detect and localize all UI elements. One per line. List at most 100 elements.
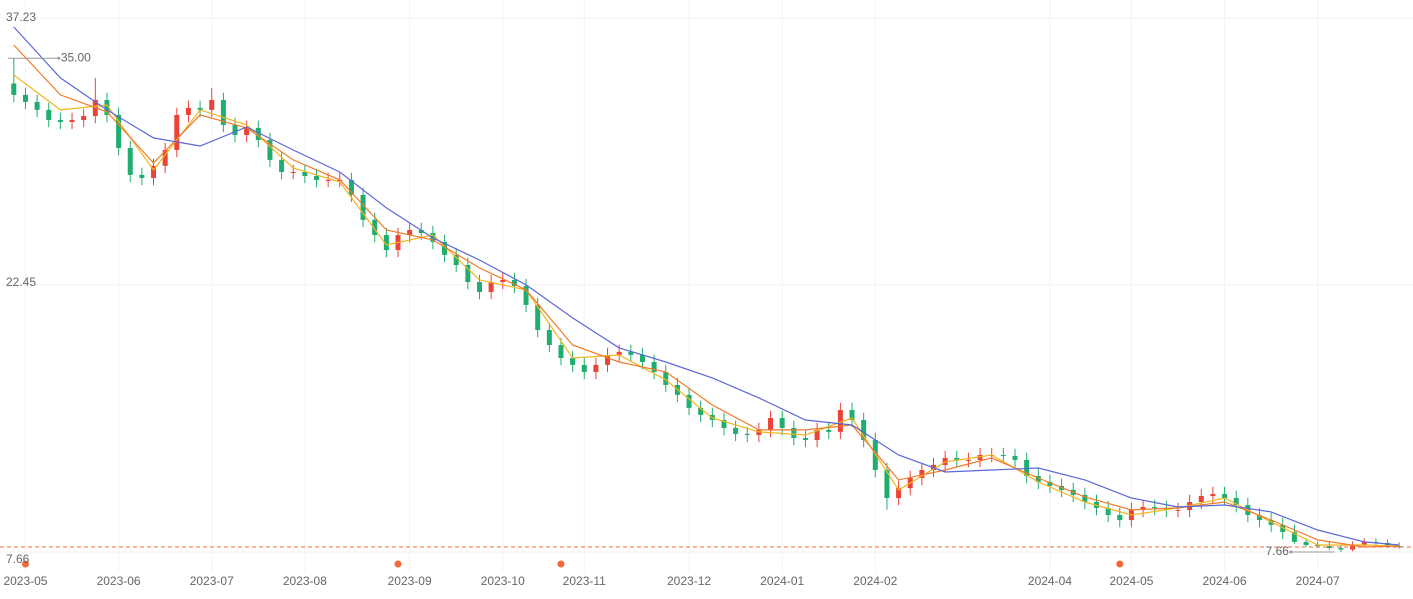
candle-body xyxy=(314,175,320,180)
candle-body xyxy=(1012,455,1018,460)
candle-body xyxy=(791,427,797,439)
candle-body xyxy=(1047,481,1053,486)
annotation-label: 7.66 xyxy=(1266,544,1290,558)
candle-body xyxy=(686,394,692,408)
x-tick-label: 2024-05 xyxy=(1109,574,1153,588)
candle-body xyxy=(500,280,506,282)
candle-body xyxy=(69,119,75,122)
candle-body xyxy=(826,429,832,432)
candle-body xyxy=(837,410,843,432)
annotation-dot xyxy=(57,56,61,60)
candle-body xyxy=(209,99,215,110)
candle-body xyxy=(651,362,657,372)
candle-body xyxy=(663,371,669,385)
candle-body xyxy=(290,171,296,173)
candle-body xyxy=(884,470,890,499)
candle-body xyxy=(162,149,168,166)
candle-body xyxy=(1233,498,1239,506)
x-tick-label: 2024-04 xyxy=(1028,574,1072,588)
candle-body xyxy=(919,470,925,478)
labels: 37.23 22.45 7.66 2023-05 2023-06 2023-07 2023-… xyxy=(3,10,1340,588)
candle-body xyxy=(954,457,960,460)
candle-body xyxy=(1152,507,1158,509)
candle-body xyxy=(511,280,517,286)
candle-body xyxy=(372,219,378,236)
ma-line xyxy=(13,26,1400,546)
candle-body xyxy=(383,235,389,251)
candle-body xyxy=(244,127,250,135)
candle-body xyxy=(220,99,226,125)
candle-body xyxy=(558,345,564,359)
candle-body xyxy=(104,99,110,115)
candle-body xyxy=(22,94,28,102)
candle-body xyxy=(488,281,494,292)
candle-body xyxy=(535,304,541,331)
x-tick-label: 2023-12 xyxy=(667,574,711,588)
candle-body xyxy=(1291,531,1297,542)
x-tick-label: 2024-02 xyxy=(853,574,897,588)
candle-body xyxy=(81,116,87,120)
y-tick-label: 37.23 xyxy=(6,10,36,24)
candle-body xyxy=(1035,475,1041,482)
candle-body xyxy=(302,171,308,176)
annotation-label: 35.00 xyxy=(61,50,91,64)
candle-body xyxy=(267,140,273,160)
candle-body xyxy=(174,114,180,150)
annotation-dot xyxy=(1289,550,1293,554)
event-marker xyxy=(21,560,29,568)
ma-line xyxy=(13,74,1400,547)
ma-line xyxy=(13,44,1400,548)
candle-body xyxy=(861,419,867,441)
marks xyxy=(0,26,1413,568)
x-tick-label: 2023-08 xyxy=(283,574,327,588)
x-tick-label: 2023-09 xyxy=(388,574,432,588)
x-tick-label: 2023-07 xyxy=(190,574,234,588)
candle-body xyxy=(453,254,459,266)
candle-body xyxy=(197,107,203,110)
x-tick-label: 2023-10 xyxy=(481,574,525,588)
candle-body xyxy=(628,351,634,355)
candle-body xyxy=(593,364,599,372)
candle-body xyxy=(127,147,133,175)
candle-body xyxy=(476,281,482,292)
candle-body xyxy=(1000,455,1006,457)
candle-body xyxy=(57,119,63,122)
x-tick-label: 2023-05 xyxy=(3,574,47,588)
x-tick-label: 2024-01 xyxy=(760,574,804,588)
candle-body xyxy=(325,179,331,181)
candle-body xyxy=(1117,514,1123,521)
candle-body xyxy=(605,354,611,365)
grid xyxy=(0,0,1413,572)
candle-body xyxy=(348,179,354,195)
candle-body xyxy=(1140,507,1146,510)
candle-body xyxy=(11,83,17,95)
event-marker xyxy=(1116,560,1124,568)
candle-body xyxy=(1256,514,1262,521)
candle-body xyxy=(232,124,238,135)
candle-body xyxy=(639,354,645,363)
candle-body xyxy=(977,455,983,460)
candle-body xyxy=(1105,507,1111,515)
event-marker xyxy=(394,560,402,568)
candle-body xyxy=(1198,496,1204,502)
candle-body xyxy=(1280,524,1286,532)
candle-body xyxy=(570,358,576,365)
candle-body xyxy=(616,351,622,355)
candle-body xyxy=(1338,548,1344,550)
candle-body xyxy=(1082,494,1088,502)
candle-body xyxy=(1326,546,1332,549)
candle-body xyxy=(465,265,471,282)
candle-body xyxy=(1303,541,1309,545)
candle-body xyxy=(802,438,808,441)
candle-body xyxy=(896,488,902,499)
candle-body xyxy=(1175,509,1181,511)
x-tick-label: 2024-07 xyxy=(1296,574,1340,588)
x-tick-label: 2023-06 xyxy=(97,574,141,588)
candle-body xyxy=(139,174,145,178)
event-marker xyxy=(557,560,565,568)
candle-body xyxy=(1210,494,1216,497)
candle-body xyxy=(814,429,820,441)
x-tick-label: 2023-11 xyxy=(563,574,606,588)
